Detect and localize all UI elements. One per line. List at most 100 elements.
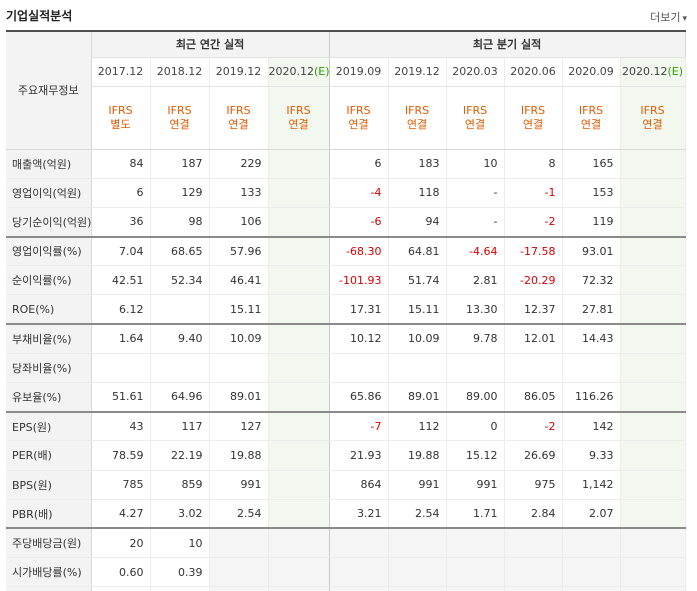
table-cell: 46.41 [209,265,269,296]
table-cell [562,528,621,559]
period-header: 2020.06 [504,57,563,87]
row-label: 당좌비율(%) [6,353,92,384]
table-cell: 6 [91,178,151,208]
table-cell: -4 [329,178,389,208]
table-cell: 6.12 [91,294,151,326]
accounting-standard: IFRS 연결 [446,86,505,150]
accounting-standard: IFRS 연결 [329,86,389,150]
quarter-group-header: 최근 분기 실적 [329,30,686,58]
table-cell: 10.09 [388,324,447,354]
table-cell [268,470,330,500]
table-cell: 2.54 [388,499,447,530]
chevron-down-icon: ▾ [682,14,687,24]
accounting-standard: IFRS 연결 [504,86,563,150]
table-cell: 15.11 [388,294,447,326]
corner-label: 주요재무정보 [6,30,92,150]
table-cell: 13.30 [446,294,505,326]
table-cell: -17.58 [504,236,563,267]
accounting-scope: 연결 [348,117,369,131]
table-cell: 119 [562,207,621,238]
table-cell: 12.01 [504,324,563,354]
table-cell [504,557,563,588]
row-label: 매출액(억원) [6,149,92,179]
table-cell: 10 [150,528,210,559]
table-cell: 10.12 [329,324,389,354]
table-cell: 183 [388,149,447,179]
table-cell: 0.39 [150,557,210,588]
accounting-basis: IFRS [167,103,192,117]
row-label: 부채비율(%) [6,324,92,354]
accounting-scope: 연결 [464,117,486,131]
table-cell [268,411,330,442]
table-cell: -1 [504,178,563,208]
table-cell [620,499,686,530]
table-row: 매출액(억원) 84 187 229 6 183 10 8 165 [6,149,686,179]
table-cell: -4.64 [446,236,505,267]
table-cell [268,528,330,559]
more-button[interactable]: 더보기 ▾ [650,9,687,25]
table-row: ROE(%) 6.12 15.11 17.31 15.11 13.30 12.37 27.81 [6,294,686,326]
table-cell: 65.86 [329,382,389,413]
table-cell: 142 [562,411,621,442]
table-row: 순이익률(%) 42.51 52.34 46.41 -101.93 51.74 2.81 -2… [6,265,686,296]
accounting-basis: IFRS [520,103,546,117]
table-cell [388,353,447,384]
table-cell [268,353,330,384]
table-cell: 64.96 [150,382,210,413]
accounting-standard: IFRS 연결 [150,86,210,150]
table-cell [329,557,389,588]
table-cell [620,440,686,471]
table-cell [388,528,447,559]
accounting-standard: IFRS 연결 [268,86,330,150]
table-row: 영업이익률(%) 7.04 68.65 57.96 -68.30 64.81 -4.64 -1… [6,236,686,267]
period-header: 2020.12(E) [620,57,686,87]
section-title: 기업실적분석 [6,9,73,23]
row-label: 주당배당금(원) [6,528,92,559]
table-cell: 0 [446,411,505,442]
table-cell: 9.78 [446,324,505,354]
table-cell: -2 [504,207,563,238]
table-cell: 51.61 [91,382,151,413]
table-cell [446,557,505,588]
table-cell: -7 [329,411,389,442]
row-label: ROE(%) [6,294,92,326]
table-cell [268,207,330,238]
row-label: 배당성향(%) [6,586,92,591]
table-cell [620,528,686,559]
table-row: 시가배당률(%) 0.60 0.39 [6,557,686,588]
period-header: 2017.12 [91,57,151,87]
accounting-basis: IFRS [578,103,604,117]
accounting-basis: IFRS [640,103,665,117]
table-cell: 165 [562,149,621,179]
table-row: 당좌비율(%) [6,353,686,384]
table-cell: 991 [446,470,505,500]
table-cell: 51.74 [388,265,447,296]
table-row: 배당성향(%)42.487.77 [6,586,686,591]
accounting-basis: IFRS [462,103,488,117]
table-cell: 64.81 [388,236,447,267]
table-cell [620,324,686,354]
table-cell [620,557,686,588]
table-cell [388,557,447,588]
period-label: 2020.12 [622,65,668,78]
table-cell [620,178,686,208]
table-row: PER(배) 78.59 22.19 19.88 21.93 19.88 15.12 26.6… [6,440,686,471]
table-cell [209,557,269,588]
table-cell: 187 [150,149,210,179]
table-cell: 129 [150,178,210,208]
table-cell [209,353,269,384]
period-label: 2020.06 [510,65,556,78]
table-cell [329,528,389,559]
table-cell [446,528,505,559]
accounting-standard: IFRS 연결 [562,86,621,150]
period-label: 2018.12 [156,65,203,78]
table-cell: 785 [91,470,151,500]
table-cell: 14.43 [562,324,621,354]
row-label: 유보율(%) [6,382,92,413]
table-cell [504,528,563,559]
more-label: 더보기 [650,11,681,24]
table-cell [268,324,330,354]
table-cell: 21.93 [329,440,389,471]
table-cell [620,207,686,238]
table-cell [268,440,330,471]
